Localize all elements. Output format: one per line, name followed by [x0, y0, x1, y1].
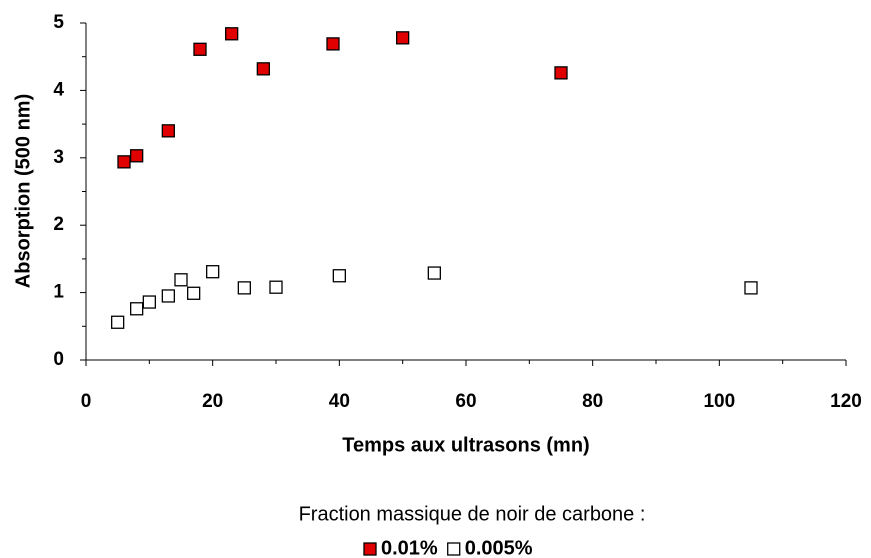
marker [269, 280, 283, 294]
marker [187, 286, 201, 300]
x-tick-label: 80 [582, 391, 603, 412]
marker [130, 149, 144, 163]
x-tick-label: 120 [830, 391, 862, 412]
x-tick-label: 100 [703, 391, 735, 412]
legend-marker [447, 542, 461, 556]
marker [206, 265, 220, 279]
marker [256, 62, 270, 76]
y-tick-label: 3 [53, 147, 64, 168]
y-tick-label: 4 [53, 79, 64, 100]
y-tick-label: 0 [53, 349, 64, 370]
y-axis-title: Absorption (500 nm) [12, 94, 34, 288]
x-tick-label: 60 [455, 391, 476, 412]
y-tick-label: 2 [53, 214, 64, 235]
marker [554, 66, 568, 80]
marker [193, 42, 207, 56]
x-axis-title: Temps aux ultrasons (mn) [342, 434, 589, 456]
legend-title: Fraction massique de noir de carbone : [299, 503, 646, 525]
marker [130, 302, 144, 316]
marker [142, 295, 156, 309]
legend-marker [363, 542, 377, 556]
legend-label: 0.005% [465, 537, 533, 558]
legend-label: 0.01% [381, 537, 438, 558]
marker [427, 266, 441, 280]
marker [111, 315, 125, 329]
x-tick-label: 0 [81, 391, 92, 412]
marker [744, 281, 758, 295]
marker [225, 27, 239, 41]
x-tick-label: 40 [329, 391, 350, 412]
marker [326, 37, 340, 51]
marker [117, 155, 131, 169]
marker [332, 269, 346, 283]
y-tick-label: 5 [53, 12, 64, 33]
marker [174, 273, 188, 287]
marker [396, 31, 410, 45]
x-tick-label: 20 [202, 391, 223, 412]
marker [237, 281, 251, 295]
marker [161, 289, 175, 303]
y-tick-label: 1 [53, 282, 64, 303]
marker [161, 124, 175, 138]
